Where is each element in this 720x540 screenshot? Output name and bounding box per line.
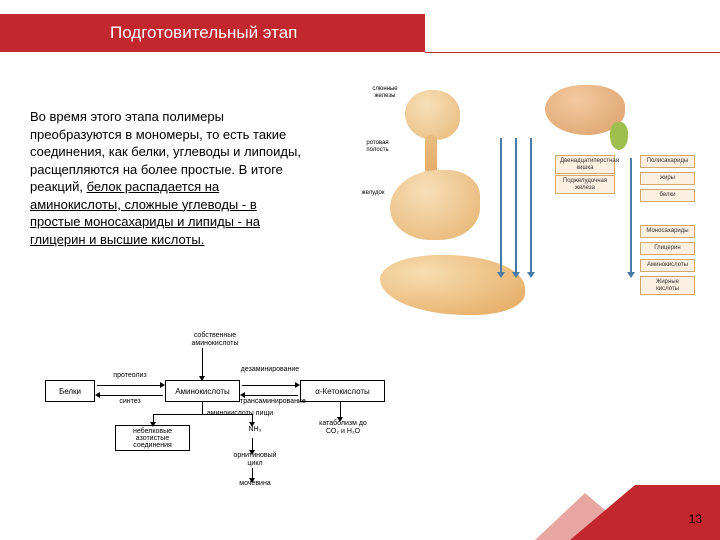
flow-arrow <box>153 414 154 422</box>
body-paragraph: Во время этого этапа полимеры преобразую… <box>30 108 310 248</box>
flow-arrow <box>252 438 253 450</box>
fig-box: Глицерин <box>640 242 695 255</box>
flow-label: протеолиз <box>105 372 155 380</box>
footer-decoration <box>500 485 720 540</box>
flow-box-keto: α-Кетокислоты <box>300 380 385 402</box>
flow-arrow <box>340 402 341 417</box>
fig-box: Полисахариды <box>640 155 695 168</box>
flow-label: мочевина <box>230 480 280 488</box>
esophagus-shape <box>425 135 437 175</box>
page-number: 13 <box>689 512 702 526</box>
flow-arrow <box>515 138 517 273</box>
flow-box-amino: Аминокислоты <box>165 380 240 402</box>
flow-arrow <box>245 395 298 396</box>
flow-label: аминокислоты пищи <box>205 410 275 418</box>
fig-box: Двенадцатиперстная кишка <box>555 155 615 174</box>
fig-label: ротовая полость <box>360 140 395 153</box>
flow-arrow <box>242 385 295 386</box>
flow-arrow <box>530 138 532 273</box>
header-underline <box>425 52 720 53</box>
fig-box: Аминокислоты <box>640 259 695 272</box>
flow-box-belki: Белки <box>45 380 95 402</box>
fig-box: Жирные кислоты <box>640 276 695 295</box>
slide-header: Подготовительный этап <box>0 14 425 52</box>
flow-box-nonprotein: небелковые азотистые соединения <box>115 425 190 451</box>
fig-box: Моносахариды <box>640 225 695 238</box>
flow-arrow <box>100 395 163 396</box>
fig-box: Поджелудочная железа <box>555 175 615 194</box>
fig-label: желудок <box>358 190 388 197</box>
digestive-diagram: слюнные железы ротовая полость желудок Д… <box>370 80 700 320</box>
mouth-organ <box>405 90 460 140</box>
flow-arrow <box>97 385 160 386</box>
flowchart-diagram: собственные аминокислоты Белки Аминокисл… <box>45 340 405 500</box>
flow-label: дезаминирование <box>240 366 300 374</box>
fig-label: слюнные железы <box>365 86 405 99</box>
flow-label: трансаминирование <box>240 398 300 406</box>
flow-label: собственные аминокислоты <box>175 332 255 347</box>
slide-title: Подготовительный этап <box>110 23 297 43</box>
flow-arrow <box>252 468 253 478</box>
flow-arrow <box>500 138 502 273</box>
flow-arrow <box>630 158 632 273</box>
fig-box: белки <box>640 189 695 202</box>
flow-label: катаболизм до CO₂ и H₂O <box>313 420 373 435</box>
flow-label: орнитиновый цикл <box>225 452 285 467</box>
fig-box: жиры <box>640 172 695 185</box>
flow-arrow <box>202 348 203 376</box>
flow-label-nh3: NH₃ <box>240 426 270 434</box>
pancreas-organ <box>380 255 525 315</box>
flow-line <box>202 402 203 414</box>
flow-label: синтез <box>105 398 155 406</box>
stomach-organ <box>390 170 480 240</box>
gallbladder-shape <box>610 122 628 150</box>
